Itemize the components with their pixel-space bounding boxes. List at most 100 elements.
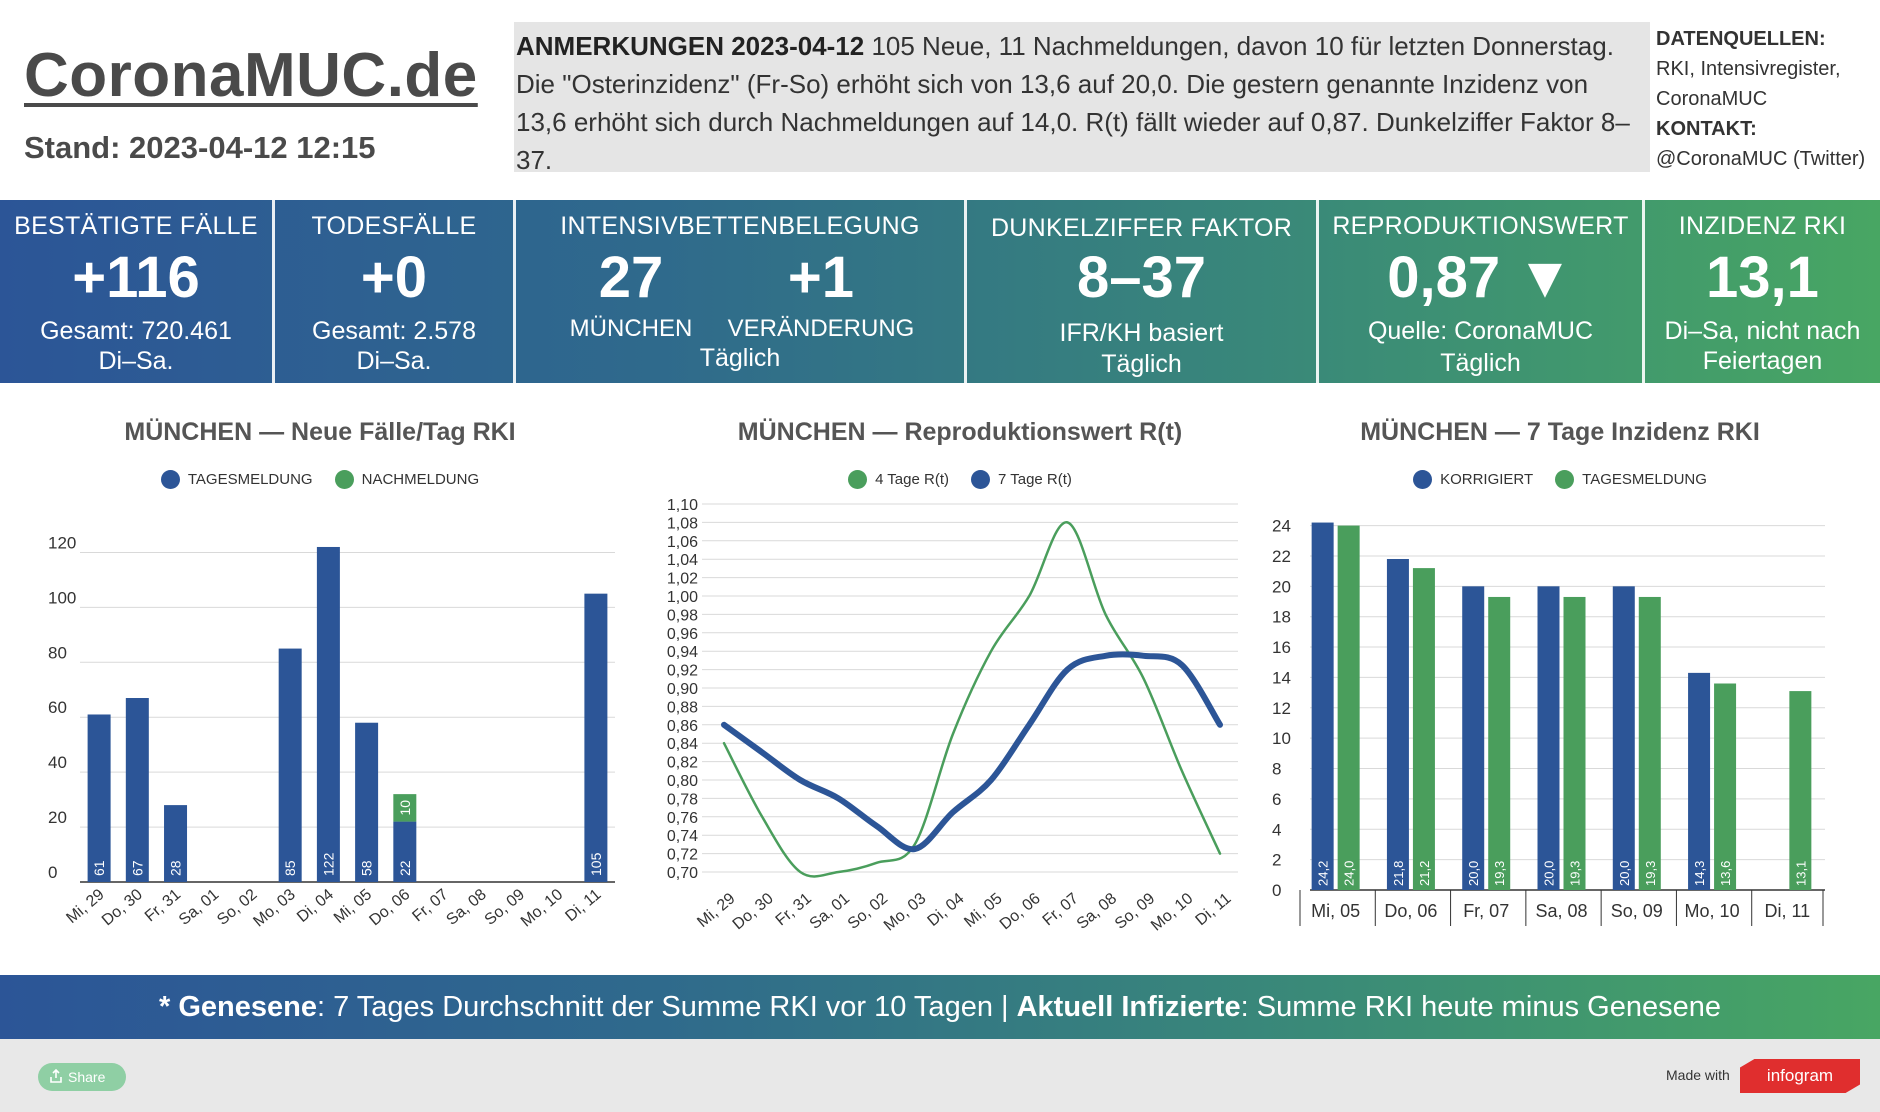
kpi-icu-munich-label: MÜNCHEN (569, 315, 693, 342)
infogram-logo[interactable]: infogram (1740, 1059, 1860, 1093)
y-tick-label: 10 (1272, 729, 1291, 748)
bar (1688, 672, 1711, 890)
y-tick-label: 0,88 (667, 699, 698, 716)
legend-dot (334, 470, 354, 489)
bar-label: 105 (588, 852, 604, 876)
sources-box: DATENQUELLEN: RKI, Intensivregister, Cor… (1656, 24, 1876, 174)
x-tick-label: Di, 04 (925, 890, 968, 930)
bar (1386, 558, 1409, 890)
kpi-rt: REPRODUKTIONSWERT 0,87 ▼ Quelle: CoronaM… (1319, 200, 1642, 383)
bar (1789, 691, 1812, 890)
kpi-dark-value: 8–37 (1076, 245, 1207, 310)
y-tick-label: 80 (48, 643, 67, 662)
legend-dot (848, 470, 868, 489)
kpi-dark-period: Täglich (1101, 350, 1182, 378)
y-tick-label: 0,84 (667, 736, 698, 753)
x-tick-label: Do, 06 (1384, 901, 1437, 921)
x-tick-label: Sa, 08 (1535, 901, 1587, 921)
bar (1638, 596, 1661, 890)
x-tick-label: Sa, 01 (176, 886, 222, 929)
bar-label: 24,2 (1316, 861, 1331, 886)
x-tick-label: Do, 06 (997, 890, 1044, 933)
contact-title: KONTAKT: (1656, 118, 1757, 140)
site-logo[interactable]: CoronaMUC.de (24, 41, 478, 110)
notes-text: 105 Neue, 11 Nachmeldungen, davon 10 für… (516, 31, 1630, 175)
y-tick-label: 100 (48, 588, 76, 607)
x-tick-label: Mi, 29 (694, 890, 738, 931)
bar-label: 19,3 (1492, 861, 1507, 886)
y-tick-label: 0,98 (667, 607, 698, 624)
kpi-cases: BESTÄTIGTE FÄLLE +116 Gesamt: 720.461 Di… (0, 200, 272, 383)
kpi-deaths-total: Gesamt: 2.578 (312, 317, 476, 345)
bar (1537, 586, 1560, 890)
bar-label: 22 (397, 860, 413, 876)
notes-box: ANMERKUNGEN 2023-04-12 105 Neue, 11 Nach… (514, 22, 1650, 175)
legend-label: KORRIGIERT (1440, 471, 1534, 488)
bar (1563, 596, 1586, 890)
footer-definitions: * Genesene: 7 Tages Durchschnitt der Sum… (0, 975, 1880, 1039)
x-tick-label: Do, 06 (366, 886, 413, 929)
legend-item[interactable]: TAGESMELDUNG (160, 470, 313, 489)
y-tick-label: 8 (1272, 760, 1281, 779)
kpi-band: BESTÄTIGTE FÄLLE +116 Gesamt: 720.461 Di… (0, 200, 1880, 383)
legend-label: TAGESMELDUNG (1582, 471, 1707, 488)
y-tick-label: 0,92 (667, 663, 698, 680)
legend-dot (971, 470, 990, 489)
y-tick-label: 0,82 (667, 755, 698, 772)
share-button[interactable]: Share (38, 1063, 126, 1091)
y-tick-label: 1,02 (667, 571, 698, 588)
y-tick-label: 0,78 (667, 791, 698, 808)
bar (278, 648, 302, 882)
bar-label: 85 (282, 860, 298, 876)
bar-label: 10 (397, 800, 413, 816)
chart-incidence: MÜNCHEN — 7 Tage Inzidenz RKI KORRIGIERT… (1260, 400, 1860, 960)
share-icon (50, 1068, 62, 1083)
x-tick-label: Mi, 05 (961, 890, 1005, 931)
kpi-incidence-note2: Feiertagen (1702, 347, 1823, 375)
footer-genesene-text: : 7 Tages Durchschnitt der Summe RKI vor… (317, 991, 1017, 1023)
legend-item[interactable]: 4 Tage R(t) (848, 470, 949, 489)
bar-label: 20,0 (1466, 861, 1481, 886)
x-tick-label: Mi, 05 (1311, 901, 1360, 921)
kpi-rt-value: 0,87 ▼ (1387, 245, 1574, 310)
bar-label: 61 (91, 860, 107, 876)
kpi-deaths-value: +0 (360, 245, 428, 310)
y-tick-label: 60 (48, 698, 67, 717)
legend-item[interactable]: KORRIGIERT (1413, 470, 1533, 489)
bar-label: 13,1 (1793, 861, 1808, 886)
sources-text: RKI, Intensivregister, CoronaMUC (1656, 58, 1841, 110)
kpi-deaths-title: TODESFÄLLE (311, 212, 477, 240)
legend-dot (1555, 470, 1575, 489)
kpi-rt-title: REPRODUKTIONSWERT (1332, 212, 1629, 240)
footer-infizierte-label: Aktuell Infizierte (1016, 991, 1241, 1023)
kpi-icu-period: Täglich (699, 344, 781, 372)
kpi-divider (513, 200, 516, 383)
x-tick-label: Mo, 10 (1148, 890, 1196, 935)
sources-title: DATENQUELLEN: (1656, 28, 1826, 50)
y-tick-label: 120 (48, 533, 76, 552)
legend-item[interactable]: TAGESMELDUNG (1555, 470, 1707, 489)
bar-label: 21,2 (1417, 861, 1432, 886)
x-tick-label: Sa, 08 (1074, 890, 1120, 933)
chart-title: MÜNCHEN — Reproduktionswert R(t) (737, 418, 1183, 446)
y-tick-label: 0,94 (667, 644, 698, 661)
legend-item[interactable]: 7 Tage R(t) (971, 470, 1072, 489)
x-tick-label: Di, 04 (294, 886, 337, 926)
chart-new-cases: MÜNCHEN — Neue Fälle/Tag RKI TAGESMELDUN… (20, 400, 620, 960)
y-tick-label: 4 (1272, 820, 1281, 839)
y-tick-label: 2 (1272, 851, 1281, 870)
kpi-divider (964, 200, 967, 383)
x-tick-label: Mo, 10 (518, 886, 566, 931)
x-tick-label: Mi, 05 (331, 886, 375, 927)
bar (393, 794, 417, 822)
bar (1311, 522, 1334, 890)
legend-label: 4 Tage R(t) (875, 471, 949, 488)
bar (1462, 586, 1485, 890)
y-tick-label: 0,70 (667, 865, 698, 882)
legend-item[interactable]: NACHMELDUNG (334, 470, 479, 489)
x-tick-label: Mo, 10 (1685, 901, 1740, 921)
y-tick-label: 12 (1272, 699, 1291, 718)
contact-text[interactable]: @CoronaMUC (Twitter) (1656, 148, 1866, 170)
series-line-7day (721, 651, 1223, 853)
chart-legend: TAGESMELDUNG NACHMELDUNG (20, 470, 620, 489)
